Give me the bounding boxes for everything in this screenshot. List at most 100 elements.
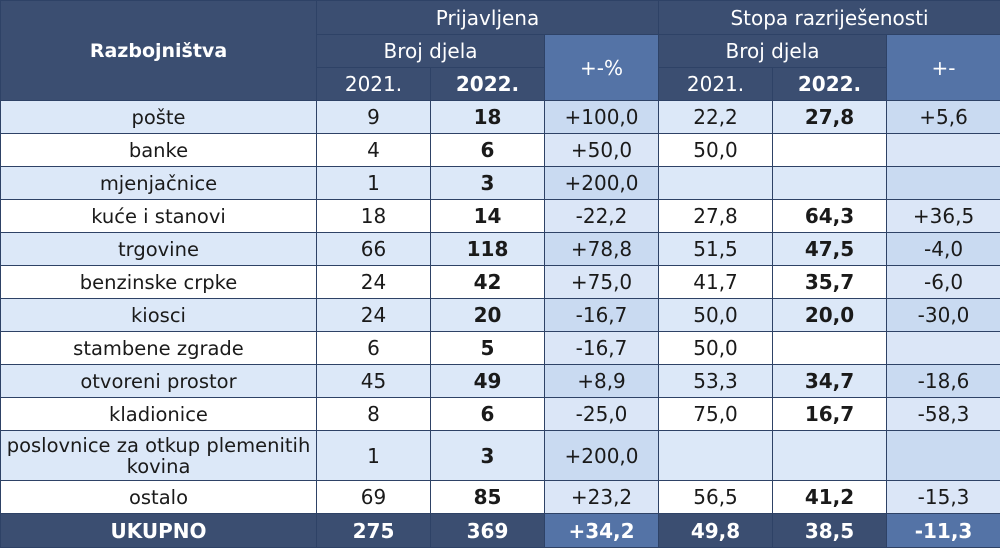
total-solved-2021: 49,8 [658, 513, 774, 548]
row-reported-2021: 24 [316, 298, 431, 332]
row-solved-change [886, 331, 1000, 365]
row-reported-change: -22,2 [543, 199, 660, 233]
row-solved-2022 [772, 430, 888, 481]
row-solved-change: -18,6 [886, 364, 1000, 398]
row-category: kiosci [0, 298, 317, 332]
row-category: ostalo [0, 480, 317, 514]
table-row: poslovnice za otkup plemenitih kovina 1 3 +… [0, 430, 1000, 481]
row-reported-change: +200,0 [543, 166, 660, 200]
row-solved-2021: 51,5 [658, 232, 774, 266]
row-solved-change: -15,3 [886, 480, 1000, 514]
table-row: benzinske crpke 24 42 +75,0 41,7 35,7 -6,0 [0, 265, 1000, 299]
row-solved-2021 [658, 430, 774, 481]
row-solved-2022: 34,7 [772, 364, 888, 398]
table-row: kuće i stanovi 18 14 -22,2 27,8 64,3 +36,5 [0, 199, 1000, 233]
solved-change-header: +- [886, 34, 1000, 101]
row-solved-2022: 47,5 [772, 232, 888, 266]
row-reported-2021: 4 [316, 133, 431, 167]
row-reported-2021: 45 [316, 364, 431, 398]
row-solved-2021: 22,2 [658, 100, 774, 134]
row-solved-change: -30,0 [886, 298, 1000, 332]
row-reported-2022: 3 [430, 166, 545, 200]
row-category: trgovine [0, 232, 317, 266]
total-reported-change: +34,2 [543, 513, 660, 548]
row-reported-change: -16,7 [543, 331, 660, 365]
row-solved-2022: 35,7 [772, 265, 888, 299]
table-row: banke 4 6 +50,0 50,0 [0, 133, 1000, 167]
row-solved-change: -4,0 [886, 232, 1000, 266]
row-category: kladionice [0, 397, 317, 431]
row-solved-change: +5,6 [886, 100, 1000, 134]
row-solved-2022 [772, 331, 888, 365]
row-solved-2022: 27,8 [772, 100, 888, 134]
row-category: poslovnice za otkup plemenitih kovina [0, 430, 317, 481]
row-reported-change: +23,2 [543, 480, 660, 514]
row-solved-2022: 16,7 [772, 397, 888, 431]
row-reported-2022: 6 [430, 133, 545, 167]
row-reported-2022: 20 [430, 298, 545, 332]
row-reported-change: +200,0 [543, 430, 660, 481]
row-solved-2022 [772, 133, 888, 167]
table-row: trgovine 66 118 +78,8 51,5 47,5 -4,0 [0, 232, 1000, 266]
row-reported-2021: 6 [316, 331, 431, 365]
reported-change-pct-header: +-% [543, 34, 660, 101]
row-reported-2021: 8 [316, 397, 431, 431]
row-solved-2022: 64,3 [772, 199, 888, 233]
reported-count-header: Broj djela [316, 34, 545, 68]
row-solved-2022: 20,0 [772, 298, 888, 332]
row-reported-change: +8,9 [543, 364, 660, 398]
row-category: kuće i stanovi [0, 199, 317, 233]
row-solved-2021 [658, 166, 774, 200]
reported-2021-header: 2021. [316, 67, 431, 101]
table-body: pošte 9 18 +100,0 22,2 27,8 +5,6 banke 4 6 +50,0 50… [0, 100, 1000, 514]
row-reported-2022: 42 [430, 265, 545, 299]
row-solved-2021: 50,0 [658, 331, 774, 365]
row-reported-change: +100,0 [543, 100, 660, 134]
table-row: kiosci 24 20 -16,7 50,0 20,0 -30,0 [0, 298, 1000, 332]
row-reported-change: +75,0 [543, 265, 660, 299]
row-reported-2021: 9 [316, 100, 431, 134]
row-reported-2021: 69 [316, 480, 431, 514]
row-solved-2021: 75,0 [658, 397, 774, 431]
row-category: banke [0, 133, 317, 167]
row-solved-2021: 56,5 [658, 480, 774, 514]
row-reported-2021: 66 [316, 232, 431, 266]
row-reported-2021: 1 [316, 430, 431, 481]
row-reported-2022: 14 [430, 199, 545, 233]
row-solved-2021: 41,7 [658, 265, 774, 299]
row-category: stambene zgrade [0, 331, 317, 365]
row-solved-change [886, 430, 1000, 481]
row-solved-change [886, 133, 1000, 167]
total-solved-2022: 38,5 [772, 513, 888, 548]
table-row: pošte 9 18 +100,0 22,2 27,8 +5,6 [0, 100, 1000, 134]
row-category: pošte [0, 100, 317, 134]
row-category: otvoreni prostor [0, 364, 317, 398]
row-reported-change: +50,0 [543, 133, 660, 167]
table-row: mjenjačnice 1 3 +200,0 [0, 166, 1000, 200]
row-solved-2021: 27,8 [658, 199, 774, 233]
row-reported-2022: 6 [430, 397, 545, 431]
row-reported-2022: 118 [430, 232, 545, 266]
category-header: Razbojništva [0, 0, 317, 101]
table-row: stambene zgrade 6 5 -16,7 50,0 [0, 331, 1000, 365]
solved-rate-group-header: Stopa razriješenosti [658, 0, 1000, 35]
row-solved-2022: 41,2 [772, 480, 888, 514]
row-reported-2021: 1 [316, 166, 431, 200]
row-solved-change: -6,0 [886, 265, 1000, 299]
row-reported-2021: 24 [316, 265, 431, 299]
row-reported-2022: 5 [430, 331, 545, 365]
row-reported-2022: 49 [430, 364, 545, 398]
total-solved-change: -11,3 [886, 513, 1000, 548]
total-reported-2021: 275 [316, 513, 431, 548]
row-reported-2022: 85 [430, 480, 545, 514]
row-solved-2021: 50,0 [658, 298, 774, 332]
row-reported-change: +78,8 [543, 232, 660, 266]
total-row: UKUPNO 275 369 +34,2 49,8 38,5 -11,3 [0, 513, 1000, 548]
table-row: otvoreni prostor 45 49 +8,9 53,3 34,7 -18,6 [0, 364, 1000, 398]
row-solved-change: -58,3 [886, 397, 1000, 431]
row-solved-change [886, 166, 1000, 200]
solved-2021-header: 2021. [658, 67, 774, 101]
row-solved-2021: 53,3 [658, 364, 774, 398]
reported-2022-header: 2022. [430, 67, 545, 101]
row-solved-2021: 50,0 [658, 133, 774, 167]
